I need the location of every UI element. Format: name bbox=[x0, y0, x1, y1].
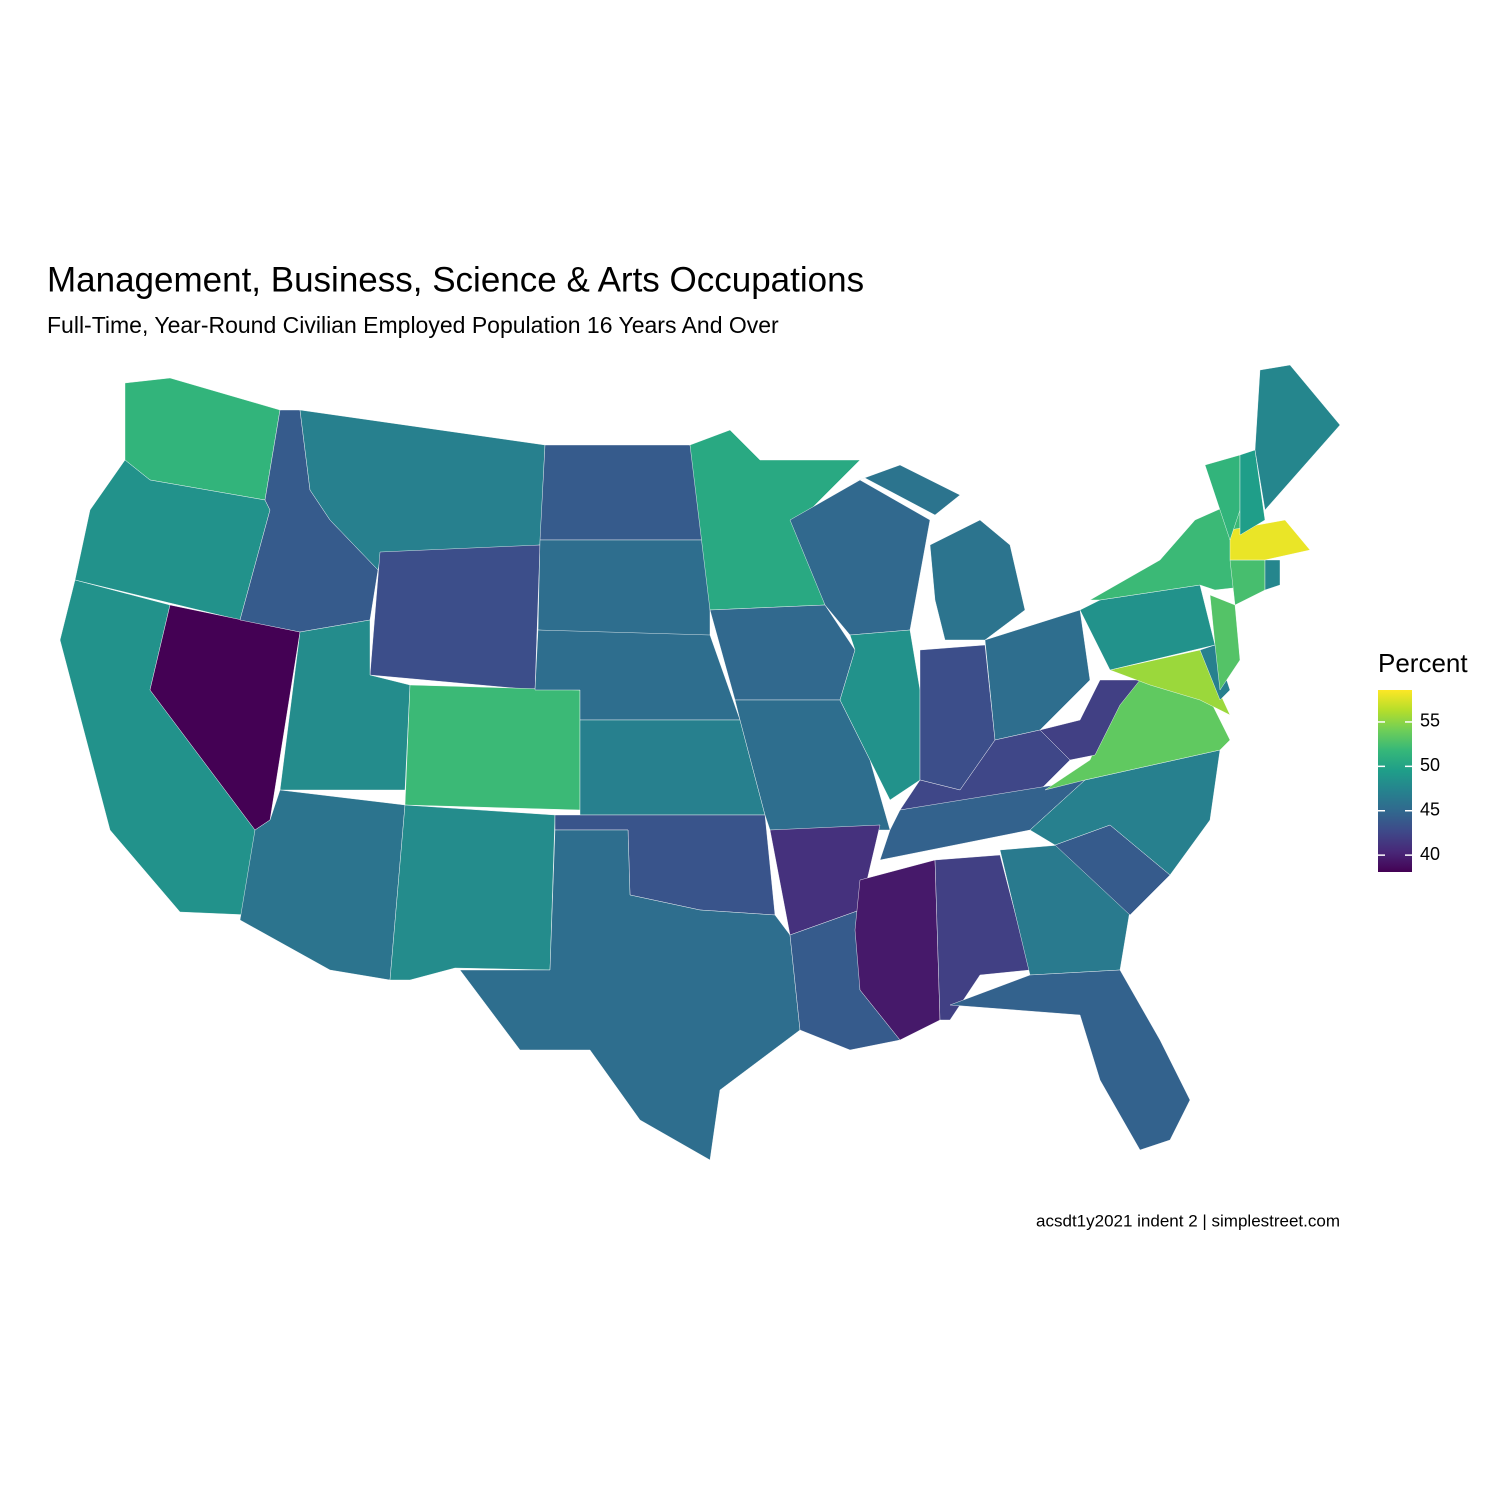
state bbox=[539, 444, 711, 541]
state bbox=[579, 719, 766, 816]
state bbox=[1254, 364, 1341, 511]
legend-title: Percent bbox=[1378, 648, 1468, 678]
tick-label: 55 bbox=[1420, 711, 1440, 731]
tick-label: 40 bbox=[1420, 844, 1440, 864]
state bbox=[984, 609, 1091, 741]
chart-title: Management, Business, Science & Arts Occ… bbox=[47, 260, 864, 299]
tick-label: 50 bbox=[1420, 755, 1440, 775]
state bbox=[1239, 449, 1266, 536]
legend: 40 45 50 55 bbox=[1378, 690, 1440, 872]
caption: acsdt1y2021 indent 2 | simplestreet.com bbox=[1036, 1211, 1340, 1230]
state bbox=[934, 854, 1031, 1021]
state bbox=[404, 684, 581, 811]
state bbox=[459, 829, 801, 1161]
map bbox=[59, 364, 1341, 1161]
state bbox=[1079, 584, 1216, 671]
state bbox=[1229, 519, 1311, 561]
state bbox=[999, 844, 1131, 976]
colorbar bbox=[1378, 690, 1412, 872]
state bbox=[709, 604, 856, 701]
chart-subtitle: Full-Time, Year-Round Civilian Employed … bbox=[47, 312, 779, 338]
state bbox=[844, 464, 1026, 641]
state bbox=[389, 804, 556, 981]
tick-label: 45 bbox=[1420, 799, 1440, 819]
state bbox=[1109, 649, 1231, 716]
state bbox=[839, 629, 921, 801]
state bbox=[949, 969, 1191, 1151]
state bbox=[1264, 559, 1281, 591]
state bbox=[1209, 594, 1241, 691]
state bbox=[1039, 679, 1141, 761]
state bbox=[537, 539, 711, 641]
state bbox=[369, 544, 541, 691]
